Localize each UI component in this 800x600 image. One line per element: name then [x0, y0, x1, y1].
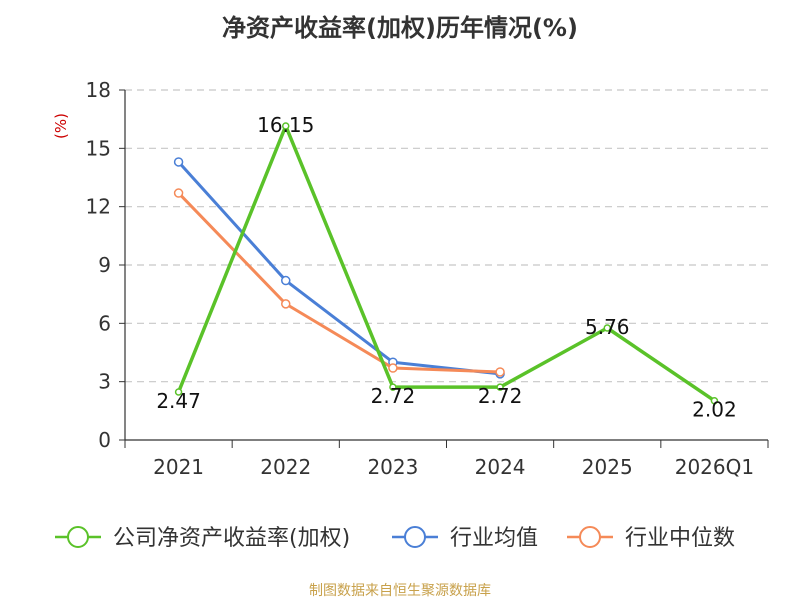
data-label: 2.47	[156, 389, 201, 413]
y-tick-label: 15	[86, 136, 111, 160]
y-tick-label: 0	[98, 428, 111, 452]
source-note: 制图数据来自恒生聚源数据库	[309, 583, 491, 599]
data-point	[495, 367, 505, 377]
data-point	[281, 275, 291, 286]
x-tick-label: 2022	[260, 455, 311, 479]
series-line-1	[177, 160, 501, 376]
data-point	[174, 388, 183, 396]
data-point	[173, 157, 184, 167]
series-lines	[173, 122, 719, 405]
data-point	[388, 363, 398, 373]
y-tick-label: 18	[86, 78, 111, 102]
legend-marker-0	[67, 526, 89, 548]
x-tick-label: 2025	[582, 455, 633, 479]
legend-label: 行业中位数	[625, 526, 735, 551]
legend: 公司净资产收益率(加权) 行业均值 行业中位数	[55, 526, 735, 551]
data-point	[282, 122, 290, 130]
y-axis-label: (%)	[52, 113, 70, 139]
x-tick-label: 2021	[153, 455, 204, 479]
x-tick-label: 2023	[367, 455, 418, 479]
data-point	[389, 383, 397, 391]
legend-marker-1	[404, 526, 426, 548]
data-label: 2.02	[692, 398, 737, 422]
y-axis-ticks: 0 3 6 9 12 15 18	[86, 78, 125, 452]
series-line-0	[176, 124, 716, 403]
series-line-2	[177, 192, 501, 374]
legend-label: 行业均值	[450, 526, 538, 551]
y-tick-label: 12	[86, 195, 111, 219]
x-axis-ticks: 2021 2022 2023 2024 2025 2026Q1	[124, 440, 769, 479]
y-tick-label: 6	[98, 311, 111, 335]
data-labels: 2.47 16.15 2.72 2.72 5.76 2.02	[156, 113, 736, 422]
data-label: 2.72	[478, 384, 523, 408]
y-tick-label: 3	[98, 370, 111, 394]
legend-label: 公司净资产收益率(加权)	[113, 526, 350, 551]
data-point	[173, 188, 184, 198]
y-tick-label: 9	[98, 253, 111, 277]
data-label: 16.15	[257, 113, 314, 137]
data-point	[496, 383, 504, 391]
data-point	[603, 324, 611, 332]
legend-marker-2	[579, 526, 601, 548]
data-label: 5.76	[585, 315, 630, 339]
data-point	[710, 396, 719, 405]
x-tick-label: 2026Q1	[675, 455, 754, 479]
data-label: 2.72	[371, 384, 416, 408]
data-point	[281, 299, 291, 309]
chart-title: 净资产收益率(加权)历年情况(%)	[222, 14, 578, 42]
x-tick-label: 2024	[475, 455, 526, 479]
